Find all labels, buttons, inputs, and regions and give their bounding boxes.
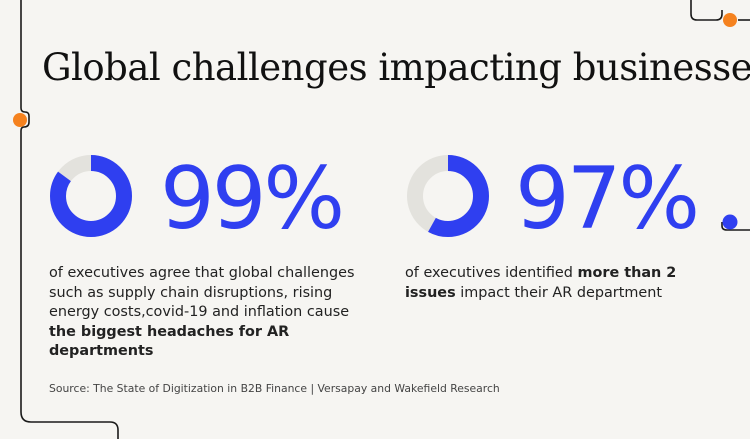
ring-progress (407, 155, 489, 237)
ring-progress (50, 155, 132, 237)
orange-dot-left (13, 113, 27, 127)
donut-chart-stat-2 (407, 155, 489, 237)
stat-1-text-before: of executives agree that global challeng… (49, 265, 355, 320)
orange-dot-top-right (723, 13, 737, 27)
stat-1-description: of executives agree that global challeng… (49, 264, 379, 362)
stat-1-percent: 99% (160, 149, 345, 249)
page-title: Global challenges impacting businesses (42, 46, 750, 89)
stat-2-description: of executives identified more than 2 iss… (405, 264, 705, 303)
stat-2-text-before: of executives identified (405, 265, 578, 281)
blue-dot-right (722, 214, 738, 230)
donut-chart-stat-1 (50, 155, 132, 237)
stat-2-text-after: impact their AR department (455, 284, 662, 301)
source-citation: Source: The State of Digitization in B2B… (49, 382, 500, 395)
stat-2-text-bold: more than 2 issues (405, 265, 677, 301)
stat-2-percent: 97% (515, 149, 700, 249)
stat-1-text-bold: the biggest headaches for AR departments (49, 323, 290, 360)
